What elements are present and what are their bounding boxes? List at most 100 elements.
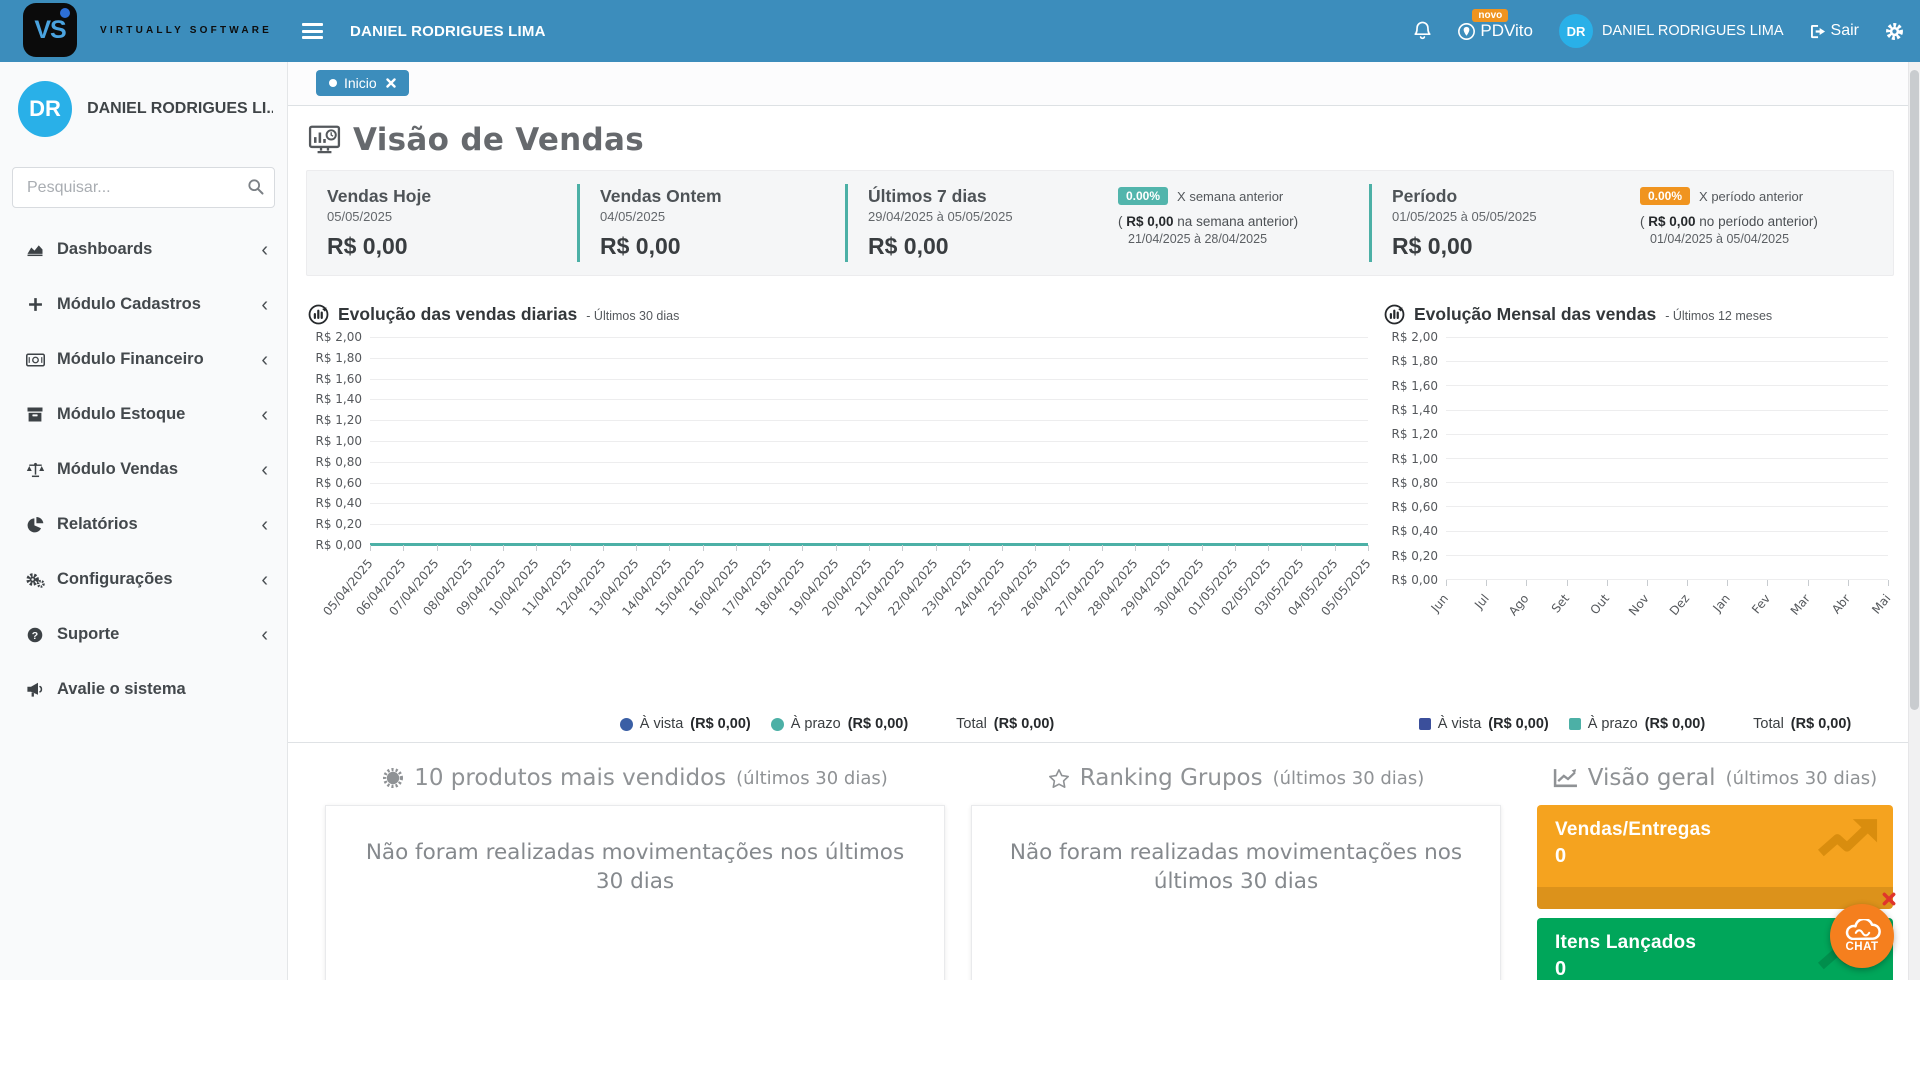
search-icon[interactable] [247, 178, 264, 200]
scrollbar-thumb[interactable] [1910, 70, 1919, 710]
cloud-icon [1844, 917, 1881, 945]
chart-circle-icon [308, 304, 329, 325]
y-axis-label: R$ 0,60 [315, 475, 362, 490]
bottom-panels: 10 produtos mais vendidos (últimos 30 di… [288, 743, 1908, 980]
sidebar-item-modulo-financeiro[interactable]: Módulo Financeiro ‹ [0, 332, 287, 387]
logo-dot [60, 8, 70, 18]
empty-state-message: Não foram realizadas movimentações nos ú… [1009, 840, 1463, 895]
sidebar-item-label: Configurações [57, 570, 173, 588]
pdvito-link[interactable]: novo PDVito [1458, 9, 1533, 41]
overview-card-value: 0 [1555, 958, 1567, 980]
novo-badge: novo [1472, 9, 1509, 22]
logout-icon [1810, 24, 1827, 39]
company-name: VIRTUALLY SOFTWARE [100, 25, 273, 36]
top-navbar: VS VIRTUALLY SOFTWARE DANIEL RODRIGUES L… [0, 0, 1920, 62]
sidebar-item-label: Módulo Financeiro [57, 350, 204, 368]
chart-circle-icon [1384, 304, 1405, 325]
y-axis-label: R$ 0,20 [315, 517, 362, 532]
legend-item-a-prazo[interactable]: À prazo (R$ 0,00) [770, 716, 908, 732]
y-axis-label: R$ 2,00 [1391, 330, 1438, 344]
chevron-left-icon: ‹ [261, 568, 268, 591]
tab-dot-icon [329, 79, 337, 87]
sidebar-item-avalie-o-sistema[interactable]: Avalie o sistema [0, 662, 287, 717]
sidebar-item-modulo-vendas[interactable]: Módulo Vendas ‹ [0, 442, 287, 497]
chart-legend: À vista (R$ 0,00) À prazo (R$ 0,00) Total (R$… [306, 716, 1368, 742]
empty-state-card: Não foram realizadas movimentações nos ú… [971, 805, 1501, 980]
empty-state-card: Não foram realizadas movimentações nos ú… [325, 805, 945, 980]
sidebar-item-modulo-estoque[interactable]: Módulo Estoque ‹ [0, 387, 287, 442]
stats-bar: Vendas Hoje 05/05/2025 R$ 0,00 Vendas On… [306, 170, 1894, 276]
sidebar-item-label: Relatórios [57, 515, 138, 533]
page-header: Visão de Vendas [288, 106, 1908, 166]
sidebar-item-label: Dashboards [57, 240, 153, 258]
notifications-bell-icon[interactable] [1413, 21, 1432, 41]
y-axis-label: R$ 0,80 [1391, 475, 1438, 490]
sidebar-item-label: Avalie o sistema [57, 680, 186, 698]
scale-icon [22, 462, 48, 478]
legend-marker [619, 717, 633, 731]
sidebar-menu: Dashboards ‹ Módulo Cadastros ‹ Módulo Finan… [0, 222, 287, 717]
navbar-account-name: DANIEL RODRIGUES LIMA [350, 23, 546, 40]
period-comparison: 0.00% X período anterior ( R$ 0,00 no pe… [1640, 187, 1818, 246]
y-axis-label: R$ 1,20 [315, 413, 362, 428]
sidebar-item-dashboards[interactable]: Dashboards ‹ [0, 222, 287, 277]
ranking-groups-panel: Ranking Grupos (últimos 30 dias) Não for… [971, 765, 1501, 980]
chat-close-icon[interactable] [1882, 892, 1896, 911]
legend-item-a-vista[interactable]: À vista (R$ 0,00) [1418, 716, 1549, 732]
legend-marker [1418, 718, 1431, 730]
week-comparison: 0.00% X semana anterior ( R$ 0,00 na sem… [1118, 187, 1299, 246]
chevron-left-icon: ‹ [261, 348, 268, 371]
chevron-left-icon: ‹ [261, 623, 268, 646]
settings-gear-icon[interactable] [1885, 22, 1904, 41]
page-scrollbar[interactable] [1908, 62, 1920, 980]
sidebar: DR DANIEL RODRIGUES LI... Dashboards‹Mód… [0, 62, 288, 980]
sidebar-item-modulo-cadastros[interactable]: Módulo Cadastros ‹ [0, 277, 287, 332]
chart-daily-sales: Evolução das vendas diarias - Últimos 30… [306, 296, 1373, 742]
overview-card-label: Itens Lançados [1555, 932, 1697, 953]
legend-marker [1568, 718, 1581, 730]
app-logo[interactable]: VS [23, 3, 77, 57]
logout-button[interactable]: Sair [1810, 22, 1859, 40]
user-name: DANIEL RODRIGUES LIMA [1601, 23, 1784, 39]
menu-toggle-button[interactable] [302, 23, 324, 43]
percent-badge: 0.00% [1118, 187, 1169, 205]
sidebar-item-label: Módulo Vendas [57, 460, 179, 478]
user-menu[interactable]: DR DANIEL RODRIGUES LIMA [1558, 14, 1784, 48]
sidebar-item-relatorios[interactable]: Relatórios ‹ [0, 497, 287, 552]
y-axis-label: R$ 1,40 [315, 392, 362, 407]
y-axis: R$ 2,00 R$ 1,80 R$ 1,60 R$ 1,40 R$ 1,20 R$ 1,… [306, 330, 370, 552]
y-axis-label: R$ 0,60 [1391, 500, 1438, 515]
chart-area-icon [22, 242, 48, 257]
chart-legend: À vista (R$ 0,00) À prazo (R$ 0,00) Total (R$… [1382, 716, 1888, 742]
search-input[interactable] [12, 167, 275, 208]
y-axis-label: R$ 0,40 [1391, 524, 1438, 539]
pie-chart-icon [22, 516, 48, 533]
tab-close-icon[interactable] [385, 78, 396, 88]
legend-marker [770, 717, 784, 731]
sidebar-item-label: Módulo Estoque [57, 405, 186, 423]
pdvito-icon [1458, 22, 1476, 40]
plot-area [370, 337, 1368, 546]
sidebar-item-suporte[interactable]: ? Suporte ‹ [0, 607, 287, 662]
legend-item-a-prazo[interactable]: À prazo (R$ 0,00) [1568, 716, 1705, 732]
overview-card-value: 0 [1555, 845, 1567, 867]
y-axis-label: R$ 2,00 [315, 330, 362, 344]
star-icon [1048, 768, 1070, 789]
chat-button[interactable]: CHAT [1830, 892, 1896, 968]
y-axis-label: R$ 1,60 [315, 371, 362, 386]
y-axis-label: R$ 0,20 [1391, 548, 1438, 563]
bullhorn-icon [22, 682, 48, 698]
sidebar-item-label: Módulo Cadastros [57, 295, 201, 313]
chevron-left-icon: ‹ [261, 513, 268, 536]
y-axis-label: R$ 1,20 [1391, 427, 1438, 442]
overview-card-vendas-entregas[interactable]: Vendas/Entregas 0 [1537, 805, 1893, 909]
app-root: VS VIRTUALLY SOFTWARE DANIEL RODRIGUES L… [0, 0, 1920, 980]
legend-item-a-vista[interactable]: À vista (R$ 0,00) [619, 716, 751, 732]
x-axis: 05/04/2025 06/04/2025 07/04/2025 08/04/2025… [320, 545, 1373, 639]
percent-badge: 0.00% [1640, 187, 1691, 205]
tab-inicio[interactable]: Inicio [316, 70, 409, 96]
sidebar-item-configuracoes[interactable]: Configurações ‹ [0, 552, 287, 607]
line-chart-icon [1553, 768, 1578, 788]
y-axis-label: R$ 1,00 [315, 434, 362, 448]
y-axis-label: R$ 1,80 [1391, 354, 1438, 369]
